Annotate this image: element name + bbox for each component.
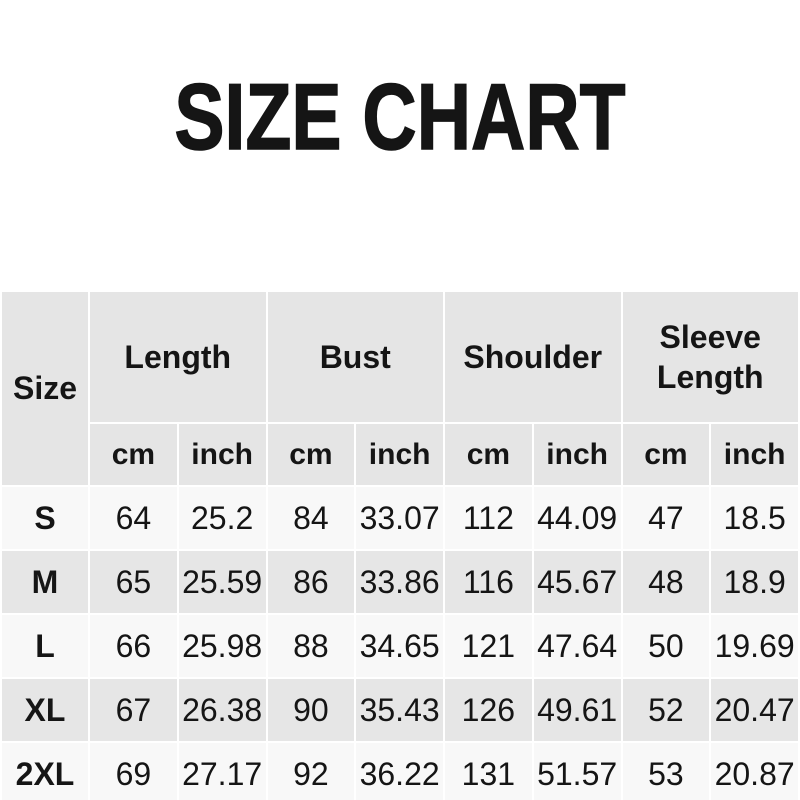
value-cell: 33.07 bbox=[354, 485, 445, 551]
value-cell: 45.67 bbox=[531, 549, 623, 615]
value-cell: 64 bbox=[88, 485, 179, 551]
column-group-shoulder: Shoulder bbox=[443, 290, 623, 424]
size-cell: M bbox=[0, 549, 90, 615]
value-cell: 27.17 bbox=[176, 741, 268, 800]
value-cell: 25.2 bbox=[176, 485, 268, 551]
value-cell: 34.65 bbox=[354, 613, 445, 679]
value-cell: 116 bbox=[443, 549, 534, 615]
group-header-row: Size Length Bust Shoulder Sleeve Length bbox=[0, 290, 800, 487]
value-cell: 88 bbox=[265, 613, 357, 679]
page-title: SIZE CHART bbox=[0, 64, 800, 169]
value-cell: 121 bbox=[443, 613, 534, 679]
value-cell: 33.86 bbox=[354, 549, 445, 615]
unit-header: cm bbox=[88, 422, 179, 487]
table-row: L 66 25.98 88 34.65 121 47.64 50 19.69 bbox=[0, 613, 800, 679]
value-cell: 49.61 bbox=[531, 677, 623, 743]
value-cell: 65 bbox=[88, 549, 179, 615]
size-cell: 2XL bbox=[0, 741, 90, 800]
unit-header: inch bbox=[176, 422, 268, 487]
column-header-size: Size bbox=[0, 290, 90, 487]
unit-header: inch bbox=[709, 422, 800, 487]
unit-header: cm bbox=[265, 422, 357, 487]
table-header: Size Length Bust Shoulder Sleeve Length … bbox=[0, 290, 800, 487]
unit-header: inch bbox=[531, 422, 623, 487]
size-table-body: S 64 25.2 84 33.07 112 44.09 47 18.5 M 65 25.59 8… bbox=[0, 485, 800, 800]
size-cell: S bbox=[0, 485, 90, 551]
value-cell: 25.98 bbox=[176, 613, 268, 679]
table-row: S 64 25.2 84 33.07 112 44.09 47 18.5 bbox=[0, 485, 800, 551]
value-cell: 44.09 bbox=[531, 485, 623, 551]
size-cell: L bbox=[0, 613, 90, 679]
value-cell: 18.9 bbox=[709, 549, 800, 615]
value-cell: 47.64 bbox=[531, 613, 623, 679]
value-cell: 20.47 bbox=[709, 677, 800, 743]
value-cell: 53 bbox=[620, 741, 712, 800]
value-cell: 50 bbox=[620, 613, 712, 679]
value-cell: 90 bbox=[265, 677, 357, 743]
table-row: 2XL 69 27.17 92 36.22 131 51.57 53 20.87 bbox=[0, 741, 800, 800]
value-cell: 92 bbox=[265, 741, 357, 800]
column-group-sleeve-length: Sleeve Length bbox=[620, 290, 800, 424]
value-cell: 20.87 bbox=[709, 741, 800, 800]
table-row: XL 67 26.38 90 35.43 126 49.61 52 20.47 bbox=[0, 677, 800, 743]
value-cell: 47 bbox=[620, 485, 712, 551]
value-cell: 18.5 bbox=[709, 485, 800, 551]
value-cell: 126 bbox=[443, 677, 534, 743]
value-cell: 48 bbox=[620, 549, 712, 615]
page-title-text: SIZE CHART bbox=[174, 64, 626, 169]
size-chart-table: Size Length Bust Shoulder Sleeve Length … bbox=[0, 290, 800, 800]
size-cell: XL bbox=[0, 677, 90, 743]
size-chart-page: SIZE CHART Size Length Bust Shoulder Sle… bbox=[0, 64, 800, 800]
value-cell: 112 bbox=[443, 485, 534, 551]
table-row: M 65 25.59 86 33.86 116 45.67 48 18.9 bbox=[0, 549, 800, 615]
column-group-length: Length bbox=[88, 290, 268, 424]
value-cell: 52 bbox=[620, 677, 712, 743]
unit-header: cm bbox=[443, 422, 534, 487]
value-cell: 67 bbox=[88, 677, 179, 743]
column-group-bust: Bust bbox=[265, 290, 445, 424]
value-cell: 66 bbox=[88, 613, 179, 679]
value-cell: 19.69 bbox=[709, 613, 800, 679]
value-cell: 36.22 bbox=[354, 741, 445, 800]
value-cell: 69 bbox=[88, 741, 179, 800]
value-cell: 25.59 bbox=[176, 549, 268, 615]
value-cell: 51.57 bbox=[531, 741, 623, 800]
value-cell: 131 bbox=[443, 741, 534, 800]
value-cell: 86 bbox=[265, 549, 357, 615]
unit-header: inch bbox=[354, 422, 445, 487]
value-cell: 35.43 bbox=[354, 677, 445, 743]
unit-header: cm bbox=[620, 422, 712, 487]
value-cell: 84 bbox=[265, 485, 357, 551]
value-cell: 26.38 bbox=[176, 677, 268, 743]
units-row: cm inch cm inch cm inch cm inch bbox=[1, 422, 800, 487]
